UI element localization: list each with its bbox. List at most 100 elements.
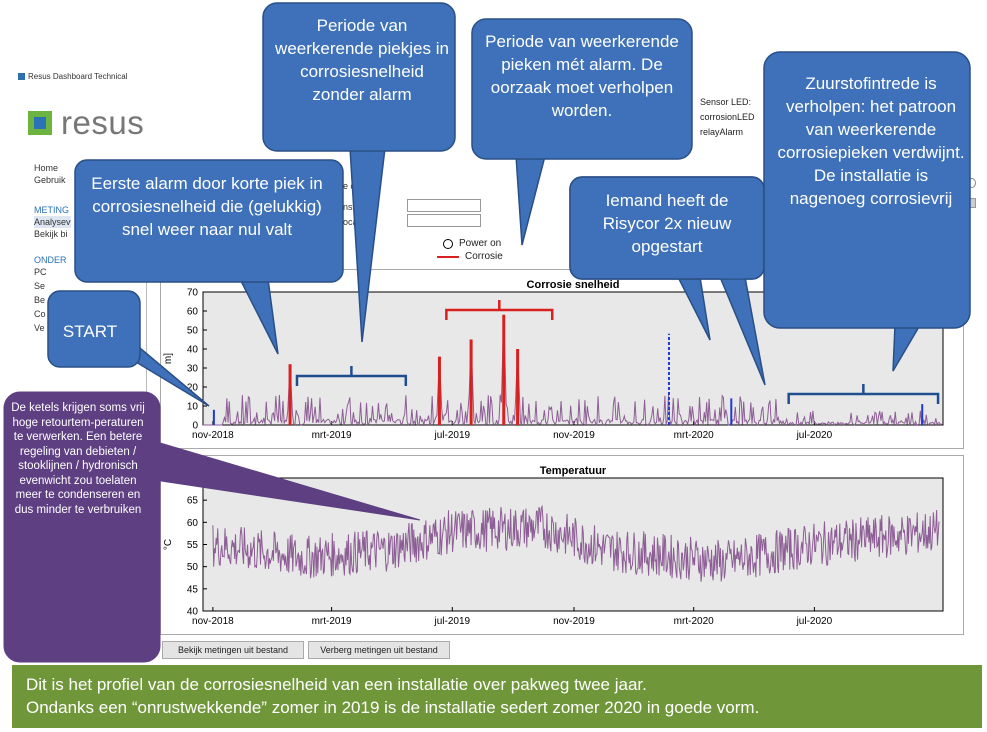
- relay-alarm-label: relayAlarm: [700, 127, 744, 137]
- bracket-line: [295, 366, 408, 386]
- sidebar-item-be[interactable]: Be: [34, 295, 46, 305]
- callout-tail: [149, 439, 421, 521]
- sidebar-section-meting: METING: [34, 205, 69, 215]
- sidebar-item-home[interactable]: Home: [34, 163, 59, 173]
- bekijk-metingen-button[interactable]: Bekijk metingen uit bestand: [162, 641, 304, 659]
- chart-legend: Power on Corrosie: [437, 237, 503, 263]
- callout-joint: [126, 337, 138, 363]
- bracket-line: [787, 384, 940, 404]
- bracket-annotation: [295, 366, 408, 386]
- x-tick-label: jul-2019: [434, 616, 471, 627]
- callout-periode-zonder-alarm: Periode van weerkerende piekjes in corro…: [275, 16, 449, 104]
- x-tick-label: jul-2020: [796, 616, 833, 627]
- callout-shape-periode-zonder: [262, 2, 456, 343]
- x-tick-label: nov-2019: [553, 430, 595, 441]
- callout-shape-ketels: [3, 391, 421, 663]
- callout-box: [47, 290, 141, 368]
- verberg-metingen-button[interactable]: Verberg metingen uit bestand: [308, 641, 450, 659]
- callout-tail: [892, 324, 922, 372]
- sidebar-item-gebruik[interactable]: Gebruik: [34, 175, 66, 185]
- y-axis-label: m]: [163, 353, 174, 364]
- y-tick-label: 0: [192, 421, 198, 432]
- bracket-line: [445, 300, 554, 320]
- x-tick-label: mrt-2019: [312, 616, 352, 627]
- x-tick-label: jul-2019: [434, 430, 471, 441]
- x-tick-label: jul-2020: [796, 430, 833, 441]
- x-tick-label: nov-2019: [553, 616, 595, 627]
- callout-shape-periode-met: [471, 18, 693, 246]
- y-tick-label: 30: [187, 364, 199, 375]
- y-tick-label: 40: [187, 607, 199, 618]
- y-tick-label: 70: [187, 288, 199, 299]
- callout-tail: [349, 147, 386, 343]
- y-tick-label: 50: [187, 562, 199, 573]
- callout-box: [763, 51, 971, 329]
- sidebar-section-onder: ONDER: [34, 255, 67, 265]
- y-tick-label: 60: [187, 518, 199, 529]
- callout-shape-iemand-2: [569, 176, 766, 386]
- logo-mark-icon: [28, 110, 52, 135]
- footer-caption: Dit is het profiel van de corrosiesnelhe…: [12, 665, 982, 728]
- sidebar-item-se[interactable]: Se: [34, 281, 46, 291]
- logo-text: resus: [61, 104, 145, 141]
- resus-logo: resus: [28, 106, 144, 139]
- sidebar-item-bekijk[interactable]: Bekijk bi: [34, 229, 68, 239]
- callout-zuurstof: Zuurstofintrede is verholpen: het patroo…: [777, 74, 965, 208]
- legend-corrosie: Corrosie: [465, 251, 503, 262]
- app-icon: [18, 73, 25, 81]
- sensor-info: Sensor LED: corrosionLED relayAlarm: [700, 95, 755, 140]
- x-tick-label: mrt-2019: [312, 430, 352, 441]
- footer-line-1: Dit is het profiel van de corrosiesnelhe…: [26, 675, 647, 694]
- callout-shape-zuurstof: [763, 51, 971, 372]
- callout-iemand-opgestart: Iemand heeft de Risycor 2x nieuw opgesta…: [602, 191, 732, 256]
- y-tick-label: 60: [187, 307, 199, 318]
- x-tick-label: nov-2018: [192, 430, 234, 441]
- power-on-legend-icon: [443, 238, 453, 249]
- corrosie-series-line: [203, 315, 944, 427]
- callout-tail: [718, 276, 766, 386]
- bracket-annotation: [445, 300, 554, 320]
- callout-shape-start: [47, 290, 210, 407]
- y-tick-label: 10: [187, 402, 199, 413]
- chart-title: Corrosie snelheid: [527, 279, 620, 291]
- callout-start: START: [62, 322, 118, 341]
- callout-box: [262, 2, 456, 152]
- y-tick-label: 50: [187, 326, 199, 337]
- installatie-input[interactable]: [407, 199, 481, 212]
- x-tick-label: nov-2018: [192, 616, 234, 627]
- callout-tail: [676, 276, 711, 341]
- legend-power-on: Power on: [459, 238, 502, 249]
- bracket-annotation: [787, 384, 940, 404]
- chart-title: Temperatuur: [540, 465, 607, 477]
- sensor-led-label: Sensor LED:: [700, 97, 752, 107]
- callout-tail: [238, 278, 279, 355]
- x-tick-label: mrt-2020: [674, 430, 714, 441]
- callout-box: [471, 18, 693, 160]
- callout-tail: [515, 155, 546, 246]
- callout-periode-met-alarm: Periode van weerkerende pieken mét alarm…: [485, 32, 679, 120]
- location-input[interactable]: [407, 214, 481, 227]
- corrosie-legend-line: [437, 255, 459, 258]
- y-tick-label: 40: [187, 345, 199, 356]
- sidebar-item-analyse[interactable]: Analysev: [34, 216, 71, 228]
- y-tick-label: 65: [187, 496, 199, 507]
- callout-eerste-alarm: Eerste alarm door korte piek in corrosie…: [91, 174, 323, 239]
- y-tick-label: 20: [187, 383, 199, 394]
- callout-box: [74, 159, 344, 283]
- window-title: Resus Dashboard Technical: [18, 72, 127, 81]
- footer-line-2: Ondanks een “onrustwekkende” zomer in 20…: [26, 698, 760, 717]
- callout-ketels: De ketels krijgen soms vrij hoge retourt…: [11, 402, 145, 516]
- y-tick-label: 55: [187, 540, 199, 551]
- y-axis-label: °C: [163, 539, 174, 550]
- sidebar-item-ve[interactable]: Ve: [34, 323, 45, 333]
- sidebar-item-co[interactable]: Co: [34, 309, 46, 319]
- y-tick-label: 45: [187, 584, 199, 595]
- sidebar-item-pc[interactable]: PC: [34, 267, 47, 277]
- corrosion-led-label: corrosionLED: [700, 112, 755, 122]
- temperatuur-series-line: [212, 504, 940, 582]
- callout-shape-eerste-alarm: [74, 159, 344, 355]
- callout-box: [3, 391, 161, 663]
- x-tick-label: mrt-2020: [674, 616, 714, 627]
- sidebar: Home Gebruik METING Analysev Bekijk bi O…: [34, 162, 71, 334]
